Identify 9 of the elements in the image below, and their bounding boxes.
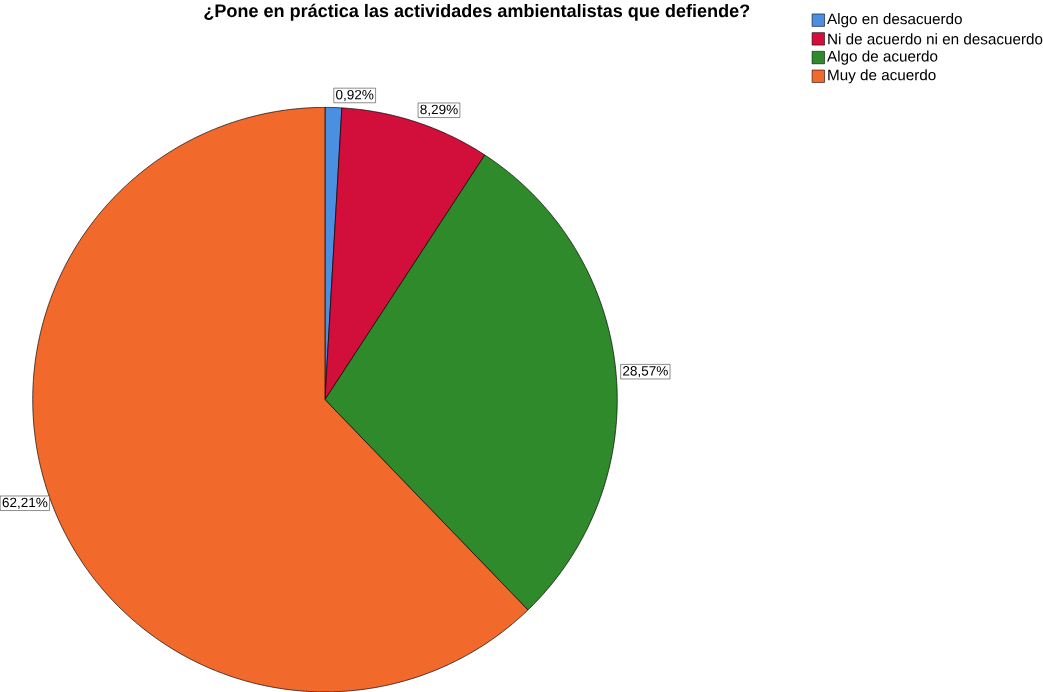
data-label: 8,29% bbox=[420, 104, 458, 116]
chart-title: ¿Pone en práctica las actividades ambientalistas que defiende? bbox=[204, 3, 750, 21]
data-label: 0,92% bbox=[336, 89, 374, 101]
legend-label: Ni de acuerdo ni en desacuerdo bbox=[828, 33, 1043, 45]
legend-label: Muy de acuerdo bbox=[828, 69, 936, 84]
data-label: 28,57% bbox=[623, 365, 668, 378]
legend-label: Algo de acuerdo bbox=[827, 50, 938, 65]
legend-label: Algo en desacuerdo bbox=[827, 12, 962, 28]
data-label: 62,21% bbox=[2, 497, 48, 509]
